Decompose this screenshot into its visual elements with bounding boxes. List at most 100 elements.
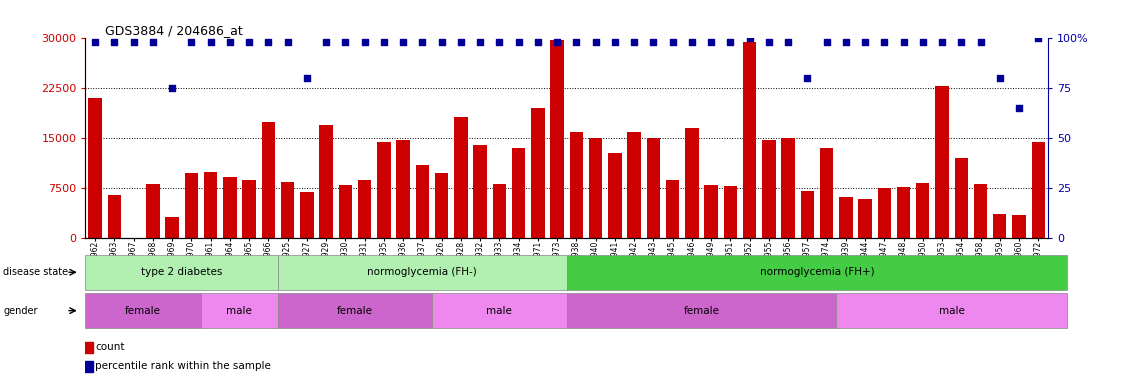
Bar [628, 132, 641, 238]
Point [394, 39, 412, 45]
Text: count: count [96, 342, 125, 352]
Bar [223, 177, 237, 238]
Bar [85, 342, 92, 353]
Point [606, 39, 624, 45]
Bar [243, 179, 256, 238]
Point [663, 39, 681, 45]
Bar [762, 139, 776, 238]
Bar [743, 42, 756, 238]
Point [163, 85, 181, 91]
Bar [1013, 215, 1026, 238]
Point [124, 39, 142, 45]
Bar [836, 293, 1067, 328]
Point [182, 39, 200, 45]
Bar [165, 217, 179, 238]
Bar [85, 255, 278, 290]
Bar [300, 192, 313, 238]
Bar [567, 255, 1067, 290]
Text: male: male [486, 306, 513, 316]
Point [1030, 35, 1048, 41]
Bar [435, 173, 449, 238]
Bar [550, 40, 564, 238]
Point [105, 39, 123, 45]
Point [240, 39, 259, 45]
Bar [281, 182, 294, 238]
Bar [338, 185, 352, 238]
Bar [85, 361, 92, 372]
Bar [820, 148, 834, 238]
Bar [589, 138, 603, 238]
Point [875, 39, 893, 45]
Bar [974, 184, 988, 238]
Point [721, 39, 739, 45]
Point [470, 39, 489, 45]
Bar [107, 195, 121, 238]
Bar [896, 187, 910, 238]
Point [260, 39, 278, 45]
Text: female: female [683, 306, 720, 316]
Point [913, 39, 932, 45]
Point [682, 39, 700, 45]
Point [202, 39, 220, 45]
Point [317, 39, 335, 45]
Point [702, 39, 720, 45]
Bar [432, 293, 567, 328]
Point [587, 39, 605, 45]
Text: GDS3884 / 204686_at: GDS3884 / 204686_at [105, 24, 243, 37]
Bar [474, 145, 486, 238]
Point [85, 39, 104, 45]
Bar [146, 184, 159, 238]
Point [336, 39, 354, 45]
Point [433, 39, 451, 45]
Bar [85, 293, 200, 328]
Bar [89, 98, 101, 238]
Text: male: male [939, 306, 965, 316]
Point [933, 39, 951, 45]
Point [413, 39, 432, 45]
Bar [492, 184, 506, 238]
Point [818, 39, 836, 45]
Point [625, 39, 644, 45]
Bar [262, 122, 274, 238]
Point [972, 39, 990, 45]
Point [490, 39, 508, 45]
Bar [319, 125, 333, 238]
Point [221, 39, 239, 45]
Bar [647, 138, 659, 238]
Text: normoglycemia (FH-): normoglycemia (FH-) [368, 267, 477, 277]
Bar [567, 293, 836, 328]
Bar [570, 132, 583, 238]
Text: male: male [227, 306, 253, 316]
Bar [916, 183, 929, 238]
Bar [1032, 142, 1044, 238]
Text: female: female [125, 306, 162, 316]
Bar [685, 128, 698, 238]
Point [528, 39, 547, 45]
Point [740, 35, 759, 41]
Bar [185, 173, 198, 238]
Bar [877, 188, 891, 238]
Point [144, 39, 162, 45]
Point [375, 39, 393, 45]
Point [837, 39, 855, 45]
Point [760, 39, 778, 45]
Text: gender: gender [3, 306, 38, 316]
Bar [377, 142, 391, 238]
Point [855, 39, 874, 45]
Bar [839, 197, 852, 238]
Point [297, 75, 316, 81]
Bar [935, 86, 949, 238]
Bar [723, 186, 737, 238]
Bar [278, 293, 432, 328]
Point [452, 39, 470, 45]
Bar [204, 172, 218, 238]
Bar [454, 117, 467, 238]
Point [1010, 105, 1029, 111]
Point [278, 39, 296, 45]
Bar [278, 255, 567, 290]
Text: percentile rank within the sample: percentile rank within the sample [96, 361, 271, 371]
Point [798, 75, 817, 81]
Point [509, 39, 527, 45]
Point [567, 39, 585, 45]
Bar [954, 158, 968, 238]
